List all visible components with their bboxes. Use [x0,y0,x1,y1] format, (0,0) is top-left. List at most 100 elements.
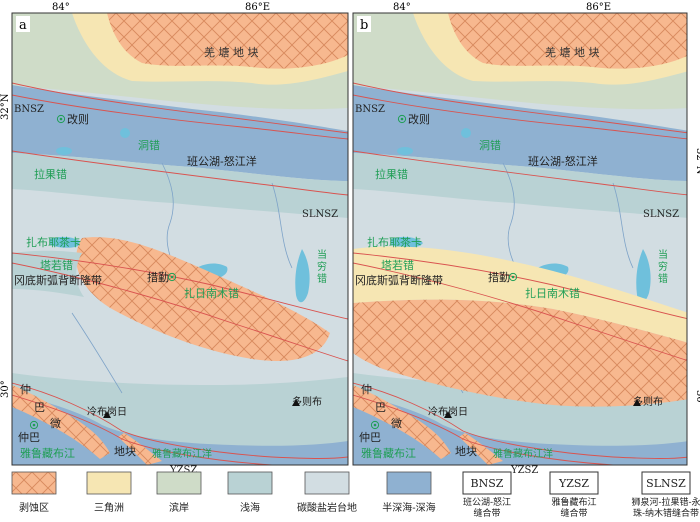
label-zhongba-area-char: 微 [50,416,61,430]
label-zhabuye: 扎布耶茶卡 [367,235,422,249]
legend-box-text-yzsz: YZSZ [558,477,589,490]
label-yzsz: YZSZ [169,465,197,476]
mountain-peak-icon [444,411,452,418]
label-diku: 地块 [114,445,136,458]
label-zhari: 扎日南木错 [184,286,239,300]
town-symbol [370,420,380,430]
legend-label-erosion: 剥蚀区 [19,501,49,514]
label-dongcuo: 洞错 [138,138,160,152]
legend-box-bnsz [462,471,512,495]
legend: 剥蚀区 三角洲 滨岸 浅海 碳酸盐岩台地 半深海-深海BNSZ班公湖-怒江缝合带YZSZ雅… [11,471,700,519]
legend-label-bnsz: 班公湖-怒江 [463,496,511,508]
panel-a-map [11,12,349,466]
legend-box-slnsz [641,471,691,495]
label-bangong_ocean: 班公湖-怒江洋 [187,154,257,168]
label-yarlung_ocean: 雅鲁藏布江洋 [152,447,212,460]
legend-swatch-delta [86,471,132,495]
label-gaize: 改则 [67,112,89,126]
label-dangqiong-char: 错 [658,272,668,285]
legend-label-delta: 三角洲 [94,502,124,514]
panel-b-letter: b [360,18,368,33]
legend-label-slnsz: 狮泉河-拉果错-永 [631,496,700,508]
label-yarlung_ocean: 雅鲁藏布江洋 [493,447,553,460]
town-symbol [56,114,66,124]
mountain-peak-icon [103,411,111,418]
label-bnsz: BNSZ [14,104,44,115]
lat-32-right: 32°N [694,148,700,175]
legend-label-shallow: 浅海 [240,501,260,514]
town-symbol [508,272,518,282]
label-dangqiong-char: 穷 [317,260,327,273]
label-zhongba-area-char: 仲 [20,382,31,396]
label-slnsz: SLNSZ [302,209,338,220]
legend-box-yzsz [549,471,599,495]
label-dangqiong-char: 错 [317,272,327,285]
tick-84-a: 84° [52,2,70,13]
label-diku: 地块 [455,445,477,458]
legend-swatch-erosion [11,471,57,495]
label-duobu: 多则布 [633,395,663,408]
legend-box-text-slnsz: SLNSZ [646,477,686,490]
legend-label-carbonate: 碳酸盐岩台地 [297,501,357,514]
mountain-peak-icon [633,399,641,406]
lat-30-left: 30° [0,380,11,398]
label-slnsz: SLNSZ [643,209,679,220]
panel-b-frame [352,12,688,466]
label-cuoqin: 措勤 [488,270,510,284]
legend-label-yzsz: 缝合带 [560,507,587,519]
label-zhari: 扎日南木错 [525,286,580,300]
panel-b-map [352,12,688,466]
label-gangdise: 冈底斯弧背断隆带 [14,273,102,287]
label-gaize: 改则 [408,112,430,126]
legend-swatch-carbonate [304,471,350,495]
lat-30-right: 30° [694,390,700,408]
legend-label-slnsz: 珠-纳木错缝合带 [633,507,699,519]
legend-label-yzsz: 雅鲁藏布江 [551,496,596,508]
label-cuoqin: 措勤 [147,270,169,284]
label-laguocuo: 拉果错 [375,167,408,181]
tick-86-a: 86°E [245,2,270,13]
label-qiangtang: 羌 塘 地 块 [545,45,600,59]
label-dangqiong-char: 当 [658,248,668,261]
town-symbol [29,420,39,430]
label-dongcuo: 洞错 [479,138,501,152]
label-yarlung: 雅鲁藏布江 [361,446,416,460]
label-taruocuo: 塔若错 [381,258,414,272]
legend-swatch-deep [386,471,432,495]
legend-label-deep: 半深海-深海 [382,501,435,514]
legend-label-bnsz: 缝合带 [473,507,500,519]
mountain-peak-icon [292,399,300,406]
tick-84-b: 84° [393,2,411,13]
label-qiangtang: 羌 塘 地 块 [204,45,259,59]
label-zhongba: 仲巴 [18,430,40,444]
label-zhongba-area-char: 仲 [361,382,372,396]
label-zhongba: 仲巴 [359,430,381,444]
town-symbol [167,272,177,282]
label-zhongba-area-char: 巴 [34,401,45,414]
label-bangong_ocean: 班公湖-怒江洋 [528,154,598,168]
label-zhongba-area-char: 巴 [375,401,386,414]
panel-a-frame [11,12,349,466]
label-zhongba-area-char: 微 [391,416,402,430]
lat-32-left: 32°N [0,93,11,120]
legend-swatch-shore [156,471,202,495]
town-symbol [397,114,407,124]
label-yarlung: 雅鲁藏布江 [20,446,75,460]
legend-box-text-bnsz: BNSZ [471,477,504,490]
tick-86-b: 86°E [586,2,611,13]
legend-swatch-shallow [227,471,273,495]
label-laguocuo: 拉果错 [34,167,67,181]
label-dangqiong-char: 当 [317,248,327,261]
label-yzsz: YZSZ [510,465,538,476]
label-dangqiong-char: 穷 [658,260,668,273]
label-bnsz: BNSZ [355,104,385,115]
panel-a-letter: a [19,18,27,33]
label-duobu: 多则布 [292,395,322,408]
label-gangdise: 冈底斯弧背断隆带 [355,273,443,287]
label-zhabuye: 扎布耶茶卡 [26,235,81,249]
legend-label-shore: 滨岸 [169,501,189,514]
label-taruocuo: 塔若错 [40,258,73,272]
